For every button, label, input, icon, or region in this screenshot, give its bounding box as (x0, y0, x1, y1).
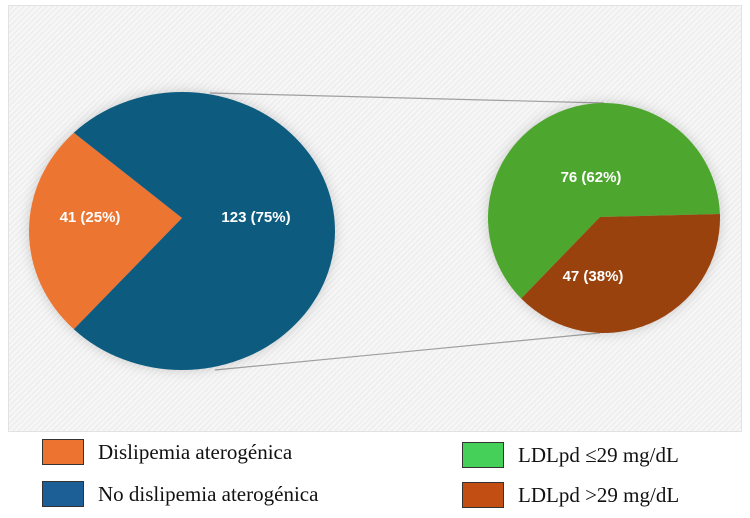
connector-line-bottom (214, 332, 601, 371)
legend-label: LDLpd >29 mg/dL (518, 482, 680, 507)
legend-item-no-dislipemia: No dislipemia aterogénica (42, 481, 318, 507)
pie-slice-ldlpd-le29 (488, 103, 720, 299)
data-label-no-dislipemia: 123 (75%) (221, 209, 290, 226)
legend-item-ldlpd-le29: LDLpd ≤29 mg/dL (462, 442, 679, 468)
pie-slice-dislipemia (29, 132, 183, 330)
legend-item-dislipemia: Dislipemia aterogénica (42, 439, 292, 465)
legend-swatch (462, 442, 504, 468)
legend-swatch (42, 481, 84, 507)
legend-swatch (42, 439, 84, 465)
data-label-ldlpd-le29: 76 (62%) (561, 169, 622, 186)
legend-item-ldlpd-gt29: LDLpd >29 mg/dL (462, 482, 679, 508)
legend-swatch (462, 482, 504, 508)
data-label-ldlpd-gt29: 47 (38%) (563, 268, 624, 285)
pie-slice-no-dislipemia (73, 91, 335, 370)
data-label-dislipemia: 41 (25%) (60, 209, 121, 226)
connector-line-top (209, 92, 605, 104)
legend-label: Dislipemia aterogénica (98, 439, 293, 464)
pie-slice-ldlpd-gt29 (521, 213, 720, 334)
legend-label: LDLpd ≤29 mg/dL (518, 442, 679, 467)
legend-label: No dislipemia aterogénica (98, 481, 319, 506)
